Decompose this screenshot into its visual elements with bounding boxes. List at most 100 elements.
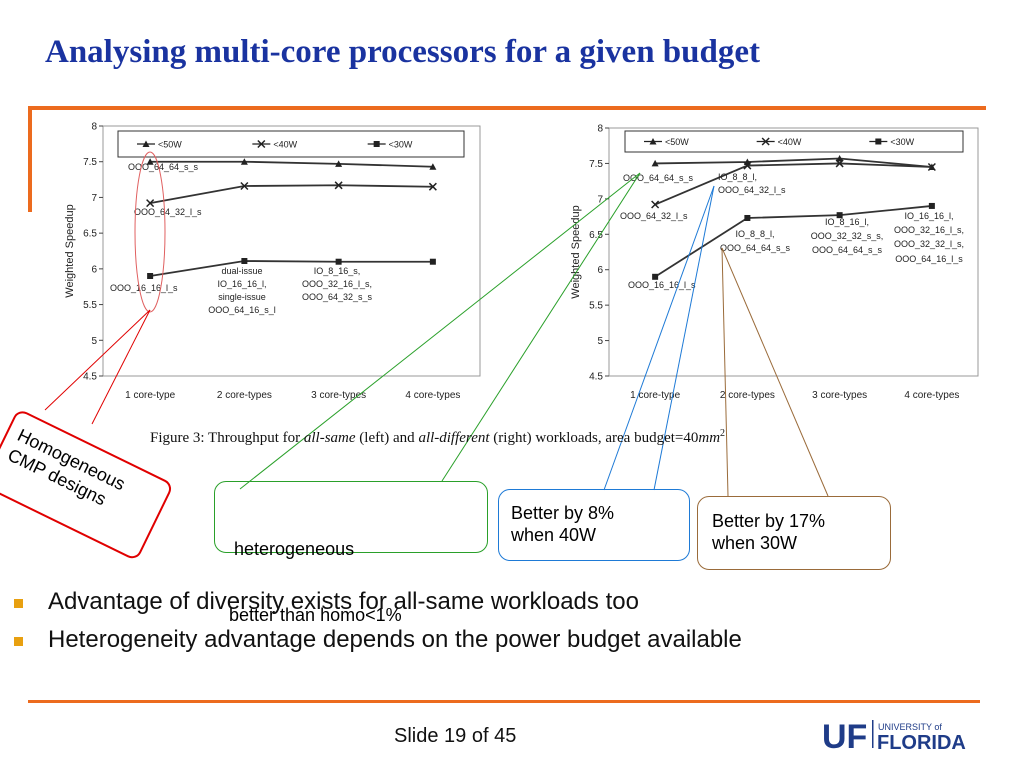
series-2 (651, 159, 936, 209)
data-point-cross (743, 161, 752, 170)
config-annotation: OOO_64_64_s_s (128, 162, 199, 172)
better-17-line2: when 30W (712, 533, 798, 553)
config-annotation: OOO_32_16_l_s, (302, 279, 372, 289)
series-2 (146, 181, 437, 208)
x-tick-label: 4 core-types (904, 390, 959, 401)
bullet-list: Advantage of diversity exists for all-sa… (14, 588, 1004, 664)
title-underline (28, 106, 986, 110)
legend-label: <40W (273, 140, 297, 150)
chart-legend: <50W <40W <30W (624, 130, 964, 153)
config-annotation: OOO_64_64_s_s (812, 245, 883, 255)
caption-mid1: (left) and (355, 430, 419, 446)
config-annotation: OOO_16_16_l_s (110, 283, 178, 293)
legend-label: <30W (890, 137, 914, 147)
data-point-square (875, 138, 882, 145)
bullet-item: Advantage of diversity exists for all-sa… (14, 588, 1004, 626)
y-tick-label: 6 (91, 264, 97, 275)
config-annotation: OOO_64_32_s_s (302, 292, 373, 302)
series-1 (146, 158, 437, 170)
bullet-marker (14, 637, 23, 646)
series-3 (652, 202, 935, 280)
logo-mark: UF (822, 718, 867, 752)
data-point-triangle (651, 159, 659, 167)
cross-stroke (240, 181, 249, 191)
data-point-square (928, 202, 935, 209)
y-tick-label: 8 (91, 122, 97, 133)
data-point-triangle (146, 158, 154, 165)
caption-all-different: all-different (418, 430, 490, 446)
bullet-item: Heterogeneity advantage depends on the p… (14, 626, 1004, 664)
series-line (654, 162, 932, 206)
highlight-ellipse (134, 151, 166, 313)
config-annotation: IO_8_8_l, (735, 229, 774, 239)
series-line (655, 157, 932, 168)
connector-line (653, 185, 715, 491)
callout-connectors (44, 151, 829, 497)
cross-stroke (257, 139, 266, 149)
data-point-cross (428, 182, 437, 191)
data-point-cross (146, 199, 155, 208)
y-tick-label: 7 (597, 194, 603, 205)
x-tick-label: 4 core-types (405, 390, 460, 401)
data-point-cross (240, 181, 249, 191)
y-tick-label: 4.5 (83, 372, 97, 383)
config-annotation: OOO_64_32_l_s (718, 185, 786, 195)
y-tick-label: 5 (597, 336, 603, 347)
chart-all-same: 8 7.5 7 6.5 6 5.5 5 4.5 Weighted Speedup 1 core-t… (64, 122, 481, 401)
data-point-square (652, 273, 659, 280)
config-annotation: IO_16_16_l, (217, 279, 266, 289)
y-tick-label: 5 (91, 336, 97, 347)
config-annotation: IO_8_8_l, (718, 172, 757, 182)
data-point-cross (651, 200, 660, 209)
better-17-callout: Better by 17% when 30W (697, 496, 891, 570)
caption-mid2: (right) workloads, area budget=40 (489, 430, 699, 446)
y-tick-label: 4.5 (589, 372, 603, 383)
config-annotation: OOO_64_32_l_s (134, 207, 202, 217)
series-line (149, 184, 433, 205)
legend-label: <50W (158, 140, 182, 150)
connector-line (441, 172, 641, 482)
data-point-triangle (142, 140, 150, 147)
heterogeneous-line1: heterogeneous (229, 539, 355, 559)
config-annotation: single-issue (218, 292, 266, 302)
heterogeneous-callout: heterogeneous better than homo<1% (214, 481, 488, 625)
cross-stroke (334, 181, 343, 190)
x-tick-label: 2 core-types (720, 390, 775, 401)
data-point-triangle (836, 154, 844, 162)
y-tick-label: 7.5 (589, 159, 603, 170)
caption-all-same: all-same (303, 430, 356, 446)
title-side-rule (28, 106, 32, 212)
legend-box (117, 130, 465, 158)
connector-line (721, 247, 829, 497)
cross-stroke (428, 182, 437, 191)
y-tick-label: 7.5 (83, 157, 97, 168)
data-point-cross (835, 159, 844, 168)
caption-prefix: Figure 3: Throughput for (150, 430, 304, 446)
legend-box (624, 130, 964, 153)
data-point-square (744, 214, 751, 221)
config-annotation: OOO_32_32_s_s, (811, 231, 884, 241)
x-tick-label: 2 core-types (217, 390, 272, 401)
y-tick-label: 8 (597, 124, 603, 135)
data-point-triangle (240, 158, 248, 165)
connector-line (239, 172, 641, 490)
config-annotation: OOO_16_16_l_s (628, 280, 696, 290)
better-8-callout: Better by 8% when 40W (498, 489, 690, 561)
data-point-triangle (429, 163, 437, 170)
config-annotation: IO_16_16_l, (904, 211, 953, 221)
y-tick-label: 6.5 (589, 230, 603, 241)
cross-stroke (146, 199, 155, 208)
config-annotation: OOO_64_64_s_s (623, 173, 694, 183)
config-annotation: IO_8_16_l, (825, 217, 869, 227)
y-axis-title: Weighted Speedup (570, 205, 582, 298)
better-8-line2: when 40W (511, 525, 597, 545)
footer-rule (28, 700, 980, 703)
series-line (150, 160, 433, 168)
legend-label: <30W (389, 140, 413, 150)
cross-stroke (743, 161, 752, 170)
x-tick-label: 3 core-types (812, 390, 867, 401)
data-point-cross (761, 137, 770, 146)
slide-title: Analysing multi-core processors for a gi… (45, 34, 760, 70)
heterogeneous-line2: better than homo<1% (229, 605, 402, 625)
plot-frame (608, 127, 979, 377)
